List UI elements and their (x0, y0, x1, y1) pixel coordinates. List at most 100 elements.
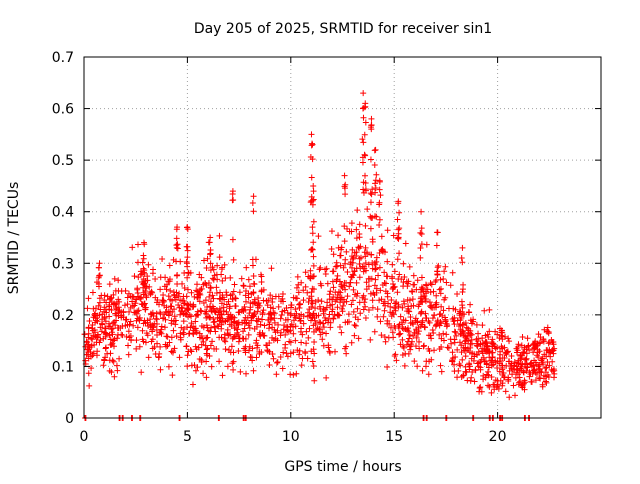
data-point (428, 281, 435, 288)
data-point (320, 324, 327, 331)
data-point (302, 269, 309, 276)
data-point (313, 312, 320, 319)
data-point (413, 286, 420, 293)
data-point (277, 315, 284, 322)
data-point (442, 294, 449, 301)
data-point (407, 313, 414, 320)
data-point (194, 364, 201, 371)
data-point (458, 342, 465, 349)
data-point (124, 294, 131, 301)
data-point (266, 339, 273, 346)
data-point (284, 323, 291, 330)
data-point (156, 350, 163, 357)
data-point (317, 280, 324, 287)
data-point (139, 327, 146, 334)
data-point (356, 274, 363, 281)
data-point (83, 338, 90, 345)
data-point (532, 377, 539, 384)
data-point (91, 312, 98, 319)
data-point (359, 294, 366, 301)
data-point (389, 329, 396, 336)
data-point (441, 268, 448, 275)
data-point (266, 361, 273, 368)
data-point (333, 259, 340, 266)
data-point (495, 385, 502, 392)
data-point (483, 361, 490, 368)
data-point (498, 343, 505, 350)
data-point (550, 374, 557, 381)
data-point (288, 302, 295, 309)
data-point (488, 362, 495, 369)
data-point (459, 311, 466, 318)
data-point (435, 262, 442, 269)
data-point (464, 377, 471, 384)
data-point (85, 341, 92, 348)
data-point (447, 282, 454, 289)
data-point (156, 301, 163, 308)
data-point (278, 311, 285, 318)
data-point (376, 221, 383, 228)
data-point (303, 328, 310, 335)
data-point (129, 244, 136, 251)
data-point (381, 333, 388, 340)
data-point (476, 384, 483, 391)
data-point (461, 330, 468, 337)
data-point (110, 291, 117, 298)
data-point (434, 264, 441, 271)
data-point (546, 362, 553, 369)
data-point (240, 328, 247, 335)
data-point (404, 338, 411, 345)
data-point (189, 330, 196, 337)
data-point (99, 316, 106, 323)
data-point (227, 292, 234, 299)
data-point (219, 372, 226, 379)
data-point (176, 304, 183, 311)
data-point (188, 348, 195, 355)
data-point (460, 372, 467, 379)
data-point (174, 280, 181, 287)
data-point (506, 338, 513, 345)
data-point (217, 289, 224, 296)
data-point (310, 182, 317, 189)
data-point (161, 283, 168, 290)
data-point (384, 227, 391, 234)
data-point (396, 225, 403, 232)
data-point (106, 281, 113, 288)
data-point (451, 328, 458, 335)
data-point (310, 262, 317, 269)
data-point (442, 263, 449, 270)
data-point (326, 349, 333, 356)
data-point (382, 280, 389, 287)
data-point (273, 371, 280, 378)
y-tick-label: 0.2 (52, 308, 74, 324)
data-point (165, 312, 172, 319)
data-point (270, 305, 277, 312)
data-point (125, 290, 132, 297)
data-point (162, 274, 169, 281)
data-point (217, 308, 224, 315)
data-point (500, 370, 507, 377)
data-point (209, 275, 216, 282)
data-point (551, 345, 558, 352)
data-point (229, 236, 236, 243)
data-point (131, 273, 138, 280)
data-point (246, 310, 253, 317)
data-point (343, 343, 350, 350)
data-point (274, 358, 281, 365)
data-point (251, 299, 258, 306)
data-point (256, 302, 263, 309)
data-point (272, 335, 279, 342)
data-point (177, 297, 184, 304)
data-point (466, 363, 473, 370)
data-point (147, 316, 154, 323)
data-point (368, 251, 375, 258)
data-point (409, 296, 416, 303)
data-point (216, 305, 223, 312)
data-point (195, 311, 202, 318)
data-point (222, 346, 229, 353)
data-point (204, 334, 211, 341)
data-point (269, 351, 276, 358)
data-point (429, 327, 436, 334)
data-point (449, 349, 456, 356)
data-point (310, 322, 317, 329)
